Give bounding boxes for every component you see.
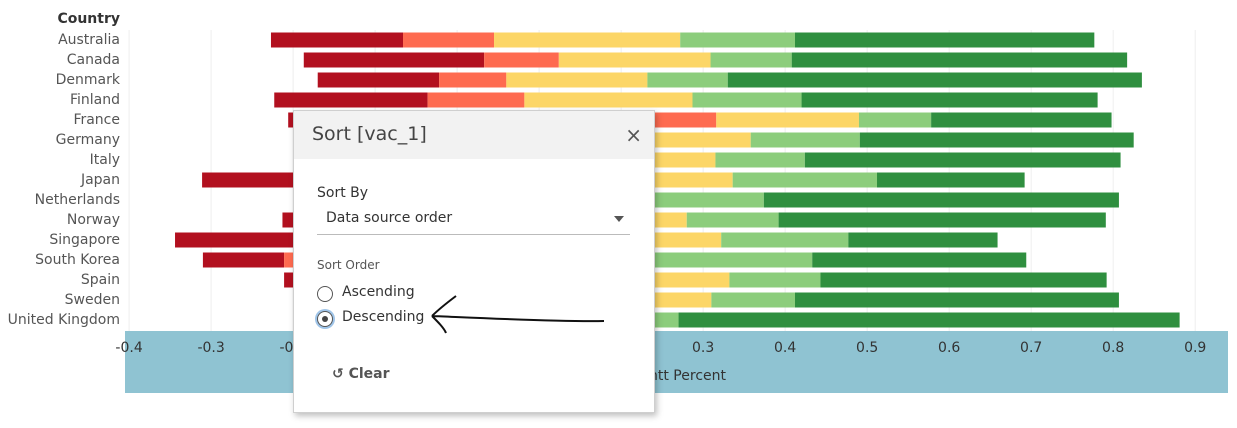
bar-segment — [270, 32, 404, 48]
dialog-header: Sort [vac_1] × — [294, 111, 654, 159]
option-label[interactable]: Descending — [342, 309, 425, 325]
x-tick-label: 0.3 — [692, 340, 714, 356]
category-label: Norway — [67, 212, 120, 228]
bar-segment — [801, 92, 1098, 108]
category-label: United Kingdom — [8, 312, 120, 328]
bar-segment — [763, 192, 1119, 208]
option-label[interactable]: Ascending — [342, 284, 415, 300]
sort-by-label: Sort By — [317, 185, 369, 201]
category-label: Italy — [90, 152, 120, 168]
category-label: Finland — [70, 92, 120, 108]
close-button[interactable]: × — [625, 123, 642, 147]
bar-segment — [439, 72, 507, 88]
bar-segment — [680, 32, 796, 48]
dialog-title: Sort [vac_1] — [312, 123, 427, 145]
category-label: Germany — [56, 132, 120, 148]
x-tick-label: 0.9 — [1184, 340, 1206, 356]
category-label: South Korea — [35, 252, 120, 268]
x-tick-label: 0.4 — [774, 340, 796, 356]
bar-segment — [558, 52, 711, 68]
bar-segment — [710, 52, 792, 68]
dropdown-arrow — [614, 216, 624, 222]
bar-segment — [778, 212, 1106, 228]
radio-ascending[interactable] — [317, 286, 333, 302]
bar-segment — [791, 52, 1128, 68]
category-label: Netherlands — [35, 192, 120, 208]
bar-segment — [877, 172, 1025, 188]
sort-order-label: Sort Order — [317, 258, 380, 272]
bar-segment — [484, 52, 559, 68]
bar-segment — [931, 112, 1112, 128]
bar-segment — [692, 92, 802, 108]
bar-segment — [647, 72, 728, 88]
radio-descending[interactable] — [317, 311, 333, 327]
bar-segment — [403, 32, 495, 48]
bar-segment — [848, 232, 998, 248]
clear-label: Clear — [348, 366, 390, 382]
x-tick-label: 0.8 — [1102, 340, 1124, 356]
bar-segment — [859, 132, 1134, 148]
bar-segment — [729, 272, 821, 288]
category-label: Canada — [67, 52, 120, 68]
bar-segment — [732, 172, 878, 188]
bar-segment — [317, 72, 440, 88]
bar-segment — [795, 292, 1119, 308]
bar-segment — [524, 92, 693, 108]
x-tick-label: 0.6 — [938, 340, 960, 356]
sort-dialog: Sort [vac_1] × Sort By Data source order… — [293, 110, 655, 413]
bar-segment — [795, 32, 1095, 48]
column-header: Country — [57, 11, 120, 27]
bar-segment — [274, 92, 428, 108]
bar-segment — [427, 92, 525, 108]
bar-segment — [686, 212, 779, 228]
category-label: Spain — [81, 272, 120, 288]
x-tick-label: -0.4 — [115, 340, 142, 356]
bar-segment — [721, 232, 849, 248]
bar-segment — [858, 112, 932, 128]
bar-segment — [494, 32, 681, 48]
bar-segment — [812, 252, 1027, 268]
sort-by-dropdown[interactable]: Data source order — [317, 207, 630, 235]
bar-segment — [804, 152, 1121, 168]
x-tick-label: 0.5 — [856, 340, 878, 356]
category-label: France — [73, 112, 120, 128]
bar-segment — [727, 72, 1142, 88]
bar-segment — [716, 112, 859, 128]
bar-segment — [506, 72, 648, 88]
bar-segment — [820, 272, 1107, 288]
bar-segment — [303, 52, 485, 68]
bar-segment — [678, 312, 1180, 328]
clear-button[interactable]: ↺ Clear — [332, 366, 390, 382]
bar-segment — [750, 132, 860, 148]
bar-segment — [202, 252, 285, 268]
category-label: Japan — [80, 172, 120, 188]
x-tick-label: -0.3 — [197, 340, 224, 356]
category-label: Australia — [58, 32, 120, 48]
category-label: Sweden — [65, 292, 120, 308]
x-tick-label: 0.7 — [1020, 340, 1042, 356]
bar-segment — [711, 292, 796, 308]
category-label: Denmark — [56, 72, 121, 88]
category-label: Singapore — [49, 232, 120, 248]
bar-segment — [715, 152, 805, 168]
dropdown-value: Data source order — [326, 210, 453, 226]
